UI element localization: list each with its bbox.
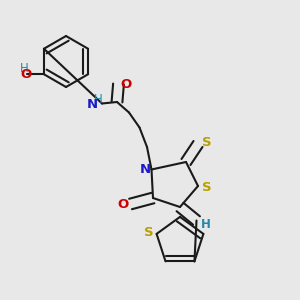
Text: N: N xyxy=(139,163,151,176)
Text: S: S xyxy=(202,181,211,194)
Text: H: H xyxy=(20,62,28,75)
Text: S: S xyxy=(144,226,154,239)
Text: H: H xyxy=(201,218,210,232)
Text: O: O xyxy=(117,197,129,211)
Text: O: O xyxy=(120,77,132,91)
Text: O: O xyxy=(20,68,32,81)
Text: H: H xyxy=(94,93,103,106)
Text: N: N xyxy=(87,98,98,111)
Text: S: S xyxy=(202,136,212,149)
